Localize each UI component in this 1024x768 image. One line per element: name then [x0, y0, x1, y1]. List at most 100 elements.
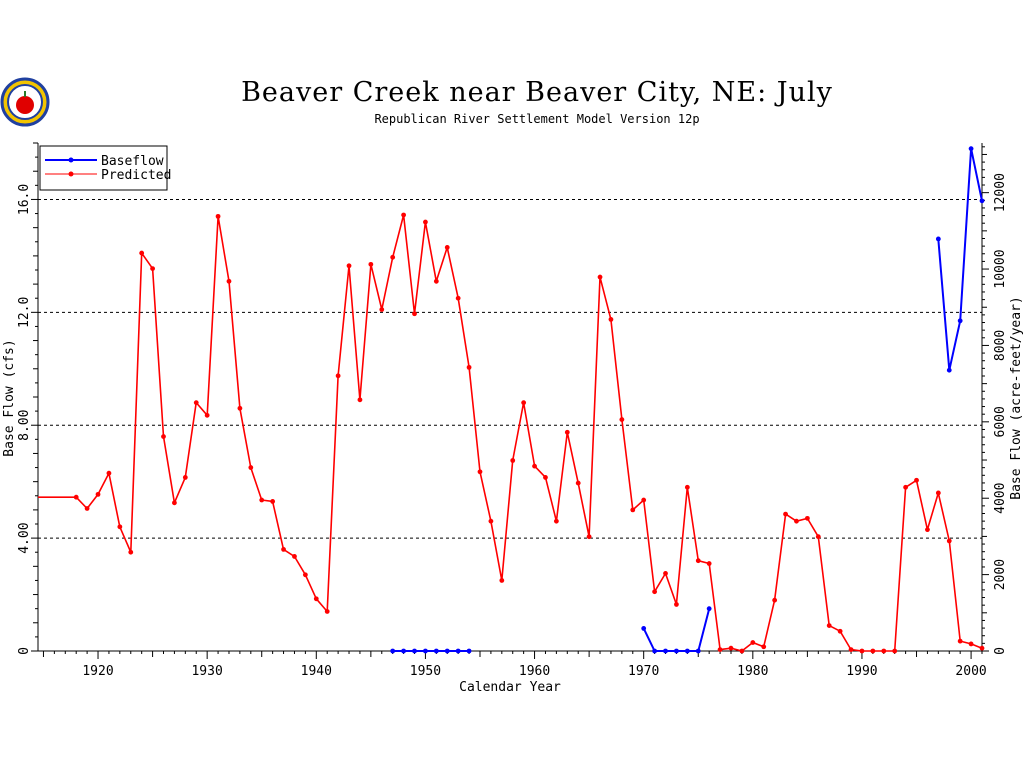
- y2-tick-label: 2000: [993, 559, 1008, 590]
- data-point-predicted: [226, 278, 232, 284]
- data-point-predicted: [783, 511, 788, 517]
- data-point-baseflow: [466, 648, 472, 654]
- data-point-predicted: [848, 647, 854, 652]
- data-point-predicted: [925, 527, 930, 533]
- data-point-baseflow: [412, 648, 417, 654]
- data-point-predicted: [674, 602, 679, 607]
- y-tick-label: 16.0: [17, 184, 32, 215]
- data-point-baseflow: [935, 236, 941, 242]
- data-point-predicted: [717, 647, 723, 652]
- data-point-predicted: [433, 278, 439, 284]
- data-point-predicted: [161, 434, 166, 439]
- data-point-predicted: [521, 400, 527, 406]
- data-point-predicted: [193, 400, 199, 406]
- x-tick-label: 2000: [955, 664, 986, 679]
- data-point-predicted: [215, 213, 221, 219]
- data-point-predicted: [804, 515, 810, 521]
- data-point-predicted: [837, 628, 843, 634]
- data-point-predicted: [401, 212, 406, 218]
- data-point-baseflow: [641, 626, 647, 631]
- data-point-baseflow: [444, 648, 450, 654]
- data-point-predicted: [128, 549, 134, 555]
- chart-title: Beaver Creek near Beaver City, NE: July: [241, 77, 833, 108]
- legend-label-baseflow: Baseflow: [101, 154, 164, 169]
- data-point-predicted: [543, 475, 548, 480]
- data-point-baseflow: [652, 648, 658, 654]
- data-point-predicted: [281, 547, 286, 552]
- data-point-predicted: [881, 648, 887, 654]
- x-axis-label: Calendar Year: [459, 680, 561, 695]
- legend-box: [39, 145, 168, 191]
- data-point-predicted: [946, 538, 952, 544]
- data-point-baseflow: [423, 648, 428, 654]
- data-point-predicted: [259, 497, 265, 503]
- data-point-predicted: [663, 570, 668, 576]
- legend: Baseflow Predicted: [39, 145, 171, 191]
- data-point-predicted: [935, 490, 941, 496]
- y-tick-label: 12.0: [17, 297, 32, 328]
- data-point-predicted: [84, 506, 90, 511]
- data-point-predicted: [477, 469, 483, 475]
- data-point-baseflow: [663, 648, 668, 654]
- data-point-predicted: [532, 463, 537, 469]
- data-point-predicted: [73, 494, 79, 500]
- y-tick-label: 4.00: [17, 522, 32, 553]
- y-axis-label: Base Flow (cfs): [2, 339, 17, 456]
- y2-tick-label: 12000: [993, 173, 1008, 212]
- data-point-predicted: [455, 295, 461, 301]
- data-point-predicted: [772, 597, 778, 603]
- data-point-predicted: [684, 484, 690, 490]
- data-point-predicted: [979, 645, 985, 651]
- data-point-predicted: [423, 219, 428, 225]
- data-point-predicted: [597, 274, 603, 280]
- data-point-predicted: [575, 480, 581, 486]
- y2-tick-label: 8000: [993, 330, 1008, 361]
- data-point-baseflow: [433, 648, 439, 654]
- data-point-predicted: [248, 465, 254, 470]
- data-point-predicted: [641, 497, 647, 503]
- data-point-predicted: [346, 263, 352, 269]
- axes: [31, 142, 989, 659]
- data-point-predicted: [313, 596, 319, 602]
- data-point-predicted: [914, 477, 919, 483]
- series-layer: [38, 146, 985, 654]
- data-point-predicted: [815, 534, 821, 540]
- data-point-predicted: [150, 266, 155, 271]
- data-point-predicted: [706, 561, 712, 566]
- data-point-predicted: [739, 648, 745, 654]
- x-tick-label: 1930: [191, 664, 222, 679]
- data-point-baseflow: [455, 648, 461, 654]
- data-point-predicted: [324, 609, 330, 614]
- x-tick-label: 1960: [519, 664, 550, 679]
- data-point-baseflow: [706, 606, 712, 612]
- series-line-baseflow: [937, 147, 983, 372]
- data-point-predicted: [204, 412, 210, 418]
- data-point-predicted: [903, 484, 909, 490]
- data-point-predicted: [553, 518, 559, 524]
- data-point-predicted: [870, 648, 876, 654]
- series-line-predicted: [38, 214, 983, 652]
- data-point-baseflow: [968, 146, 974, 152]
- data-point-predicted: [859, 648, 865, 654]
- data-point-predicted: [117, 524, 123, 530]
- y2-tick-label: 0: [993, 647, 1008, 655]
- data-point-predicted: [139, 250, 145, 256]
- data-point-baseflow: [674, 648, 679, 654]
- data-point-predicted: [957, 638, 963, 644]
- data-point-predicted: [750, 640, 756, 645]
- x-tick-label: 1980: [737, 664, 768, 679]
- data-point-predicted: [892, 648, 898, 654]
- data-point-baseflow: [979, 198, 985, 204]
- data-point-predicted: [357, 397, 363, 403]
- data-point-predicted: [379, 307, 385, 312]
- y-tick-label: 0: [17, 647, 32, 655]
- legend-marker-predicted: [68, 171, 74, 177]
- data-point-predicted: [728, 645, 734, 651]
- x-tick-label: 1920: [82, 664, 113, 679]
- legend-label-predicted: Predicted: [101, 168, 171, 183]
- data-point-predicted: [390, 254, 396, 260]
- grid-lines: [38, 198, 982, 539]
- x-tick-label: 1950: [410, 664, 441, 679]
- logo-seal: [0, 77, 50, 127]
